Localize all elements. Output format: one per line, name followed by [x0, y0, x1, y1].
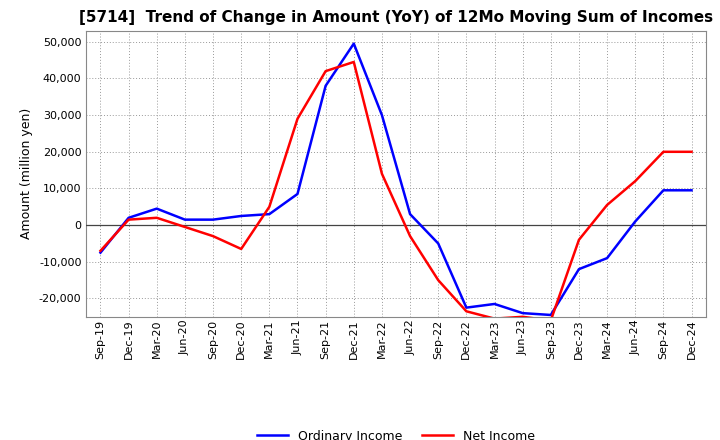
Ordinary Income [406, 212, 415, 217]
Ordinary Income [181, 217, 189, 222]
Ordinary Income [546, 312, 555, 318]
Net Income [181, 224, 189, 230]
Net Income [659, 149, 667, 154]
Ordinary Income [659, 187, 667, 193]
Net Income [631, 179, 639, 184]
Ordinary Income [687, 187, 696, 193]
Ordinary Income [462, 305, 471, 310]
Ordinary Income [603, 256, 611, 261]
Net Income [462, 308, 471, 314]
Net Income [265, 204, 274, 209]
Ordinary Income [349, 41, 358, 46]
Ordinary Income [490, 301, 499, 307]
Ordinary Income [125, 215, 133, 220]
Ordinary Income [631, 219, 639, 224]
Ordinary Income [575, 267, 583, 272]
Net Income [209, 234, 217, 239]
Net Income [377, 171, 386, 176]
Ordinary Income [293, 191, 302, 197]
Ordinary Income [377, 113, 386, 118]
Net Income [490, 316, 499, 321]
Net Income [434, 278, 443, 283]
Net Income [237, 246, 246, 252]
Net Income [406, 234, 415, 239]
Net Income [321, 69, 330, 74]
Net Income [518, 314, 527, 319]
Line: Net Income: Net Income [101, 62, 691, 320]
Ordinary Income [96, 250, 105, 255]
Net Income [125, 217, 133, 222]
Net Income [349, 59, 358, 65]
Ordinary Income [265, 212, 274, 217]
Net Income [687, 149, 696, 154]
Ordinary Income [237, 213, 246, 219]
Net Income [293, 116, 302, 121]
Ordinary Income [209, 217, 217, 222]
Net Income [96, 248, 105, 253]
Ordinary Income [434, 241, 443, 246]
Ordinary Income [518, 311, 527, 316]
Legend: Ordinary Income, Net Income: Ordinary Income, Net Income [252, 425, 540, 440]
Ordinary Income [153, 206, 161, 211]
Line: Ordinary Income: Ordinary Income [101, 44, 691, 315]
Y-axis label: Amount (million yen): Amount (million yen) [20, 108, 33, 239]
Ordinary Income [321, 83, 330, 88]
Net Income [603, 202, 611, 208]
Net Income [546, 318, 555, 323]
Title: [5714]  Trend of Change in Amount (YoY) of 12Mo Moving Sum of Incomes: [5714] Trend of Change in Amount (YoY) o… [79, 11, 713, 26]
Net Income [575, 237, 583, 242]
Net Income [153, 215, 161, 220]
